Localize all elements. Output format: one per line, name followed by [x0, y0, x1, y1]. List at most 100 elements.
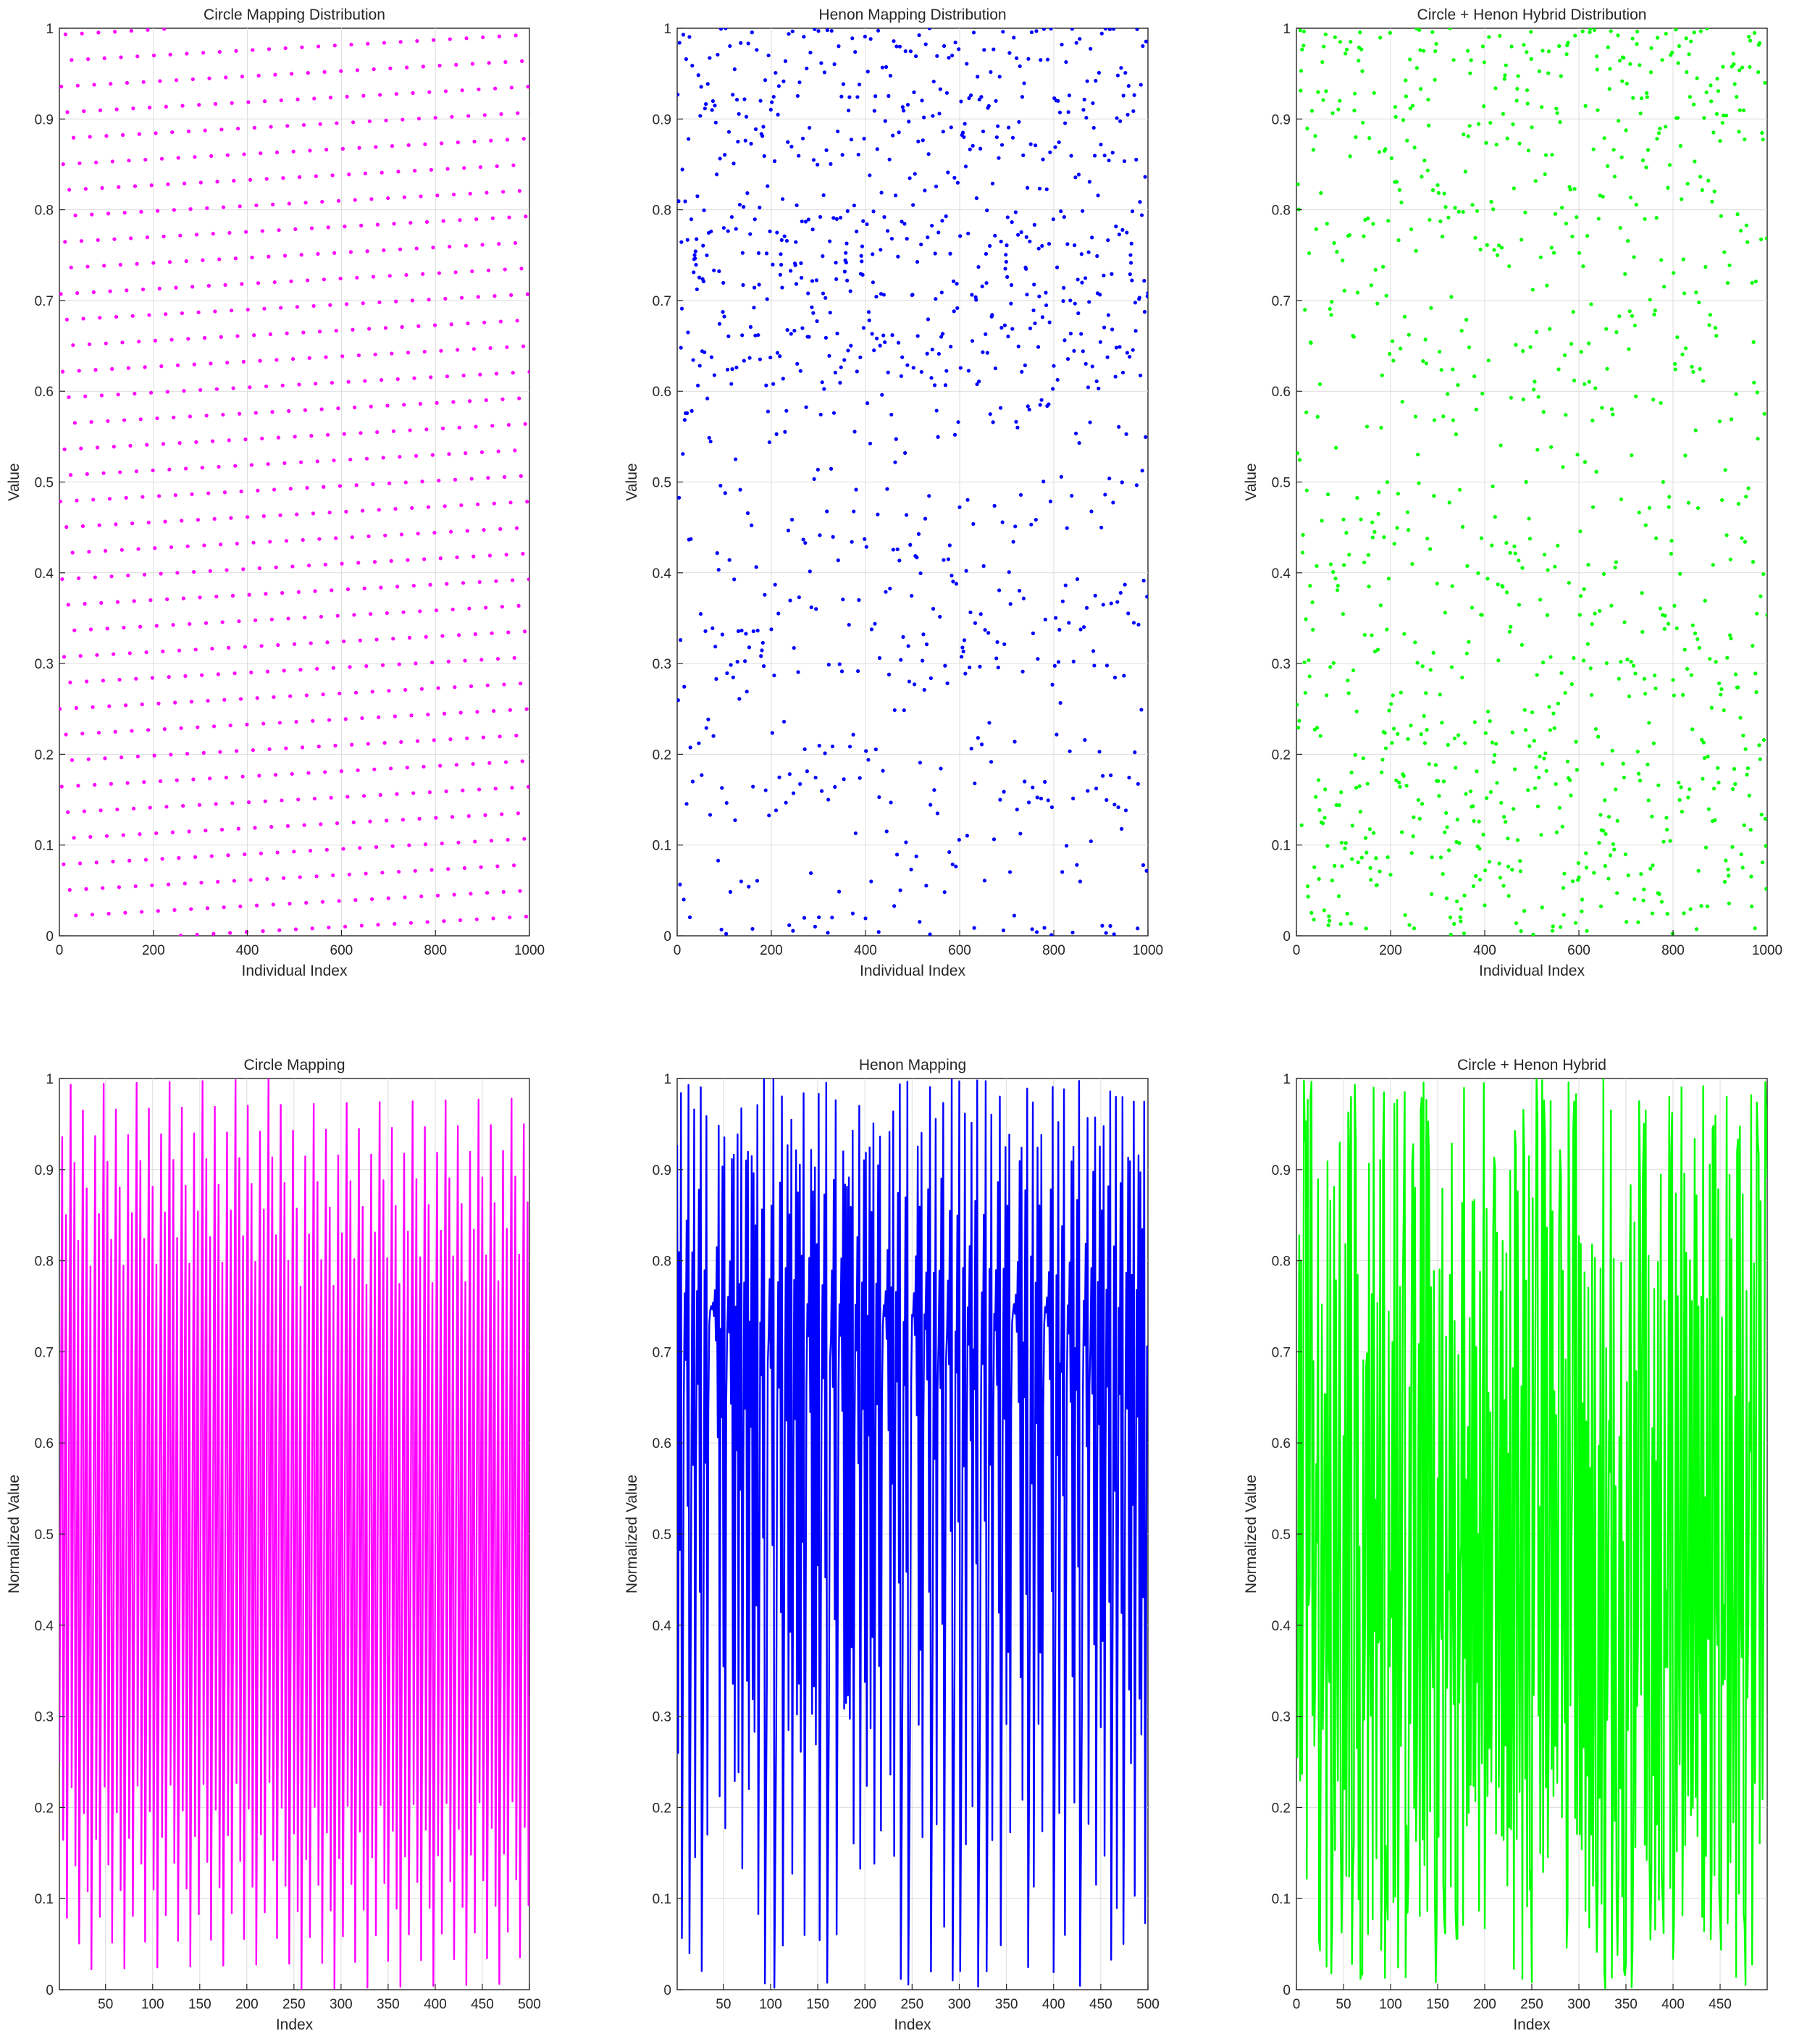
scatter-point [476, 502, 480, 506]
scatter-point [306, 278, 310, 282]
scatter-point [1035, 795, 1039, 800]
scatter-point [332, 251, 337, 255]
scatter-point [711, 99, 716, 104]
scatter-point [1063, 583, 1068, 587]
scatter-point [1089, 46, 1093, 51]
scatter-point [158, 779, 163, 784]
scatter-point [1491, 484, 1495, 489]
scatter-point [125, 288, 129, 293]
scatter-point [1371, 222, 1375, 226]
scatter-point [1496, 582, 1500, 587]
scatter-point [1435, 582, 1439, 586]
scatter-point [291, 149, 295, 154]
scatter-point [1688, 95, 1692, 99]
scatter-point [1593, 611, 1597, 616]
scatter-point [205, 906, 210, 910]
scatter-point [919, 369, 923, 374]
scatter-point [1134, 483, 1139, 487]
scatter-point [767, 440, 771, 445]
scatter-point [1445, 825, 1449, 829]
scatter-point [386, 896, 390, 900]
scatter-point [165, 390, 169, 394]
scatter-point [697, 741, 701, 745]
scatter-point [979, 742, 984, 747]
scatter-point [375, 430, 380, 435]
scatter-point [699, 85, 703, 89]
scatter-point [411, 583, 416, 588]
scatter-point [1642, 677, 1646, 681]
scatter-point [1320, 60, 1325, 64]
scatter-point [1733, 782, 1738, 786]
scatter-point [971, 522, 976, 526]
scatter-point [926, 152, 931, 156]
scatter-point [756, 332, 760, 338]
scatter-point [900, 355, 905, 359]
scatter-point [1409, 227, 1414, 232]
scatter-point [1647, 721, 1651, 725]
scatter-point [288, 694, 293, 698]
scatter-point [946, 170, 950, 175]
scatter-point [1604, 661, 1609, 666]
scatter-point [1370, 633, 1374, 637]
scatter-point [811, 311, 816, 315]
scatter-point [1691, 369, 1696, 374]
scatter-point [1023, 363, 1027, 367]
scatter-point [1596, 217, 1601, 221]
scatter-point [1596, 734, 1601, 739]
scatter-point [1730, 787, 1735, 791]
scatter-point [471, 762, 475, 766]
scatter-point [421, 272, 425, 276]
scatter-point [917, 33, 921, 38]
scatter-point [259, 851, 264, 855]
scatter-point [1475, 209, 1480, 213]
scatter-point [685, 238, 689, 242]
scatter-point [1487, 860, 1492, 864]
scatter-point [492, 501, 496, 506]
scatter-point [143, 858, 148, 862]
scatter-point [325, 640, 330, 645]
scatter-point [1477, 819, 1481, 824]
scatter-point [75, 83, 80, 88]
scatter-point [1030, 927, 1034, 931]
scatter-point [129, 28, 133, 33]
scatter-point [258, 359, 262, 363]
scatter-point [126, 573, 130, 578]
scatter-point [420, 479, 424, 484]
scatter-point [406, 558, 410, 562]
scatter-point [132, 599, 136, 603]
scatter-point [1455, 899, 1459, 904]
scatter-point [476, 295, 480, 299]
scatter-point [1496, 658, 1501, 663]
scatter-point [729, 663, 733, 667]
scatter-point [1454, 432, 1458, 437]
scatter-point [477, 579, 482, 585]
scatter-point [229, 309, 234, 313]
scatter-point [855, 95, 860, 99]
scatter-point [910, 593, 914, 598]
scatter-point [1697, 645, 1701, 650]
scatter-point [1632, 323, 1637, 327]
scatter-point [1027, 407, 1031, 412]
scatter-point [1619, 497, 1624, 502]
scatter-point [928, 932, 932, 936]
scatter-point [994, 135, 999, 140]
scatter-point [873, 747, 878, 752]
scatter-point [795, 203, 799, 208]
scatter-point [209, 154, 214, 159]
scatter-point [1755, 611, 1759, 616]
scatter-point [860, 259, 864, 264]
scatter-point [1364, 926, 1368, 931]
scatter-point [334, 328, 338, 333]
scatter-point [1416, 797, 1420, 803]
scatter-point [1678, 571, 1682, 576]
scatter-point [1347, 233, 1352, 238]
scatter-point [946, 557, 950, 561]
scatter-point [294, 719, 298, 724]
scatter-point [76, 784, 80, 788]
scatter-point [1700, 188, 1704, 192]
scatter-point [197, 103, 201, 107]
scatter-point [458, 918, 463, 923]
scatter-point [506, 837, 510, 842]
scatter-point [382, 41, 387, 45]
x-tick-label: 400 [236, 943, 259, 958]
